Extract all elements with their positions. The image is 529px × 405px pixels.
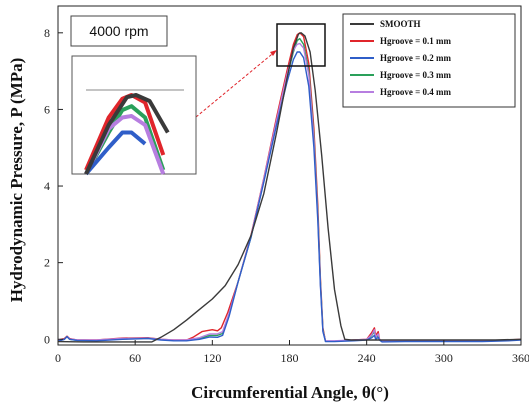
inset-series-line-2: [84, 130, 147, 176]
series-line-2: [57, 51, 522, 343]
y-axis-title: Hydrodynamic Pressure, P (MPa): [7, 58, 26, 303]
x-tick-label: 240: [358, 351, 376, 365]
legend-label: Hgroove = 0.1 mm: [380, 36, 451, 46]
x-tick-label: 180: [281, 351, 299, 365]
zoom-arrow: [195, 49, 278, 118]
legend-label: SMOOTH: [380, 19, 421, 29]
x-tick-label: 60: [129, 351, 141, 365]
annotation-rpm: 4000 rpm: [89, 23, 148, 39]
y-tick-label: 4: [44, 179, 50, 193]
legend-label: Hgroove = 0.2 mm: [380, 53, 451, 63]
legend-label: Hgroove = 0.4 mm: [380, 87, 451, 97]
y-tick-label: 6: [44, 102, 50, 116]
axes: 0 60 120 180 240 300 360 0 2 4 6 8: [44, 5, 529, 365]
series-line-0: [57, 32, 522, 343]
x-axis-title: Circumferential Angle, θ(°): [191, 383, 389, 402]
zoom-arrow-head: [270, 50, 277, 56]
x-tick-label: 360: [512, 351, 529, 365]
x-tick-label: 120: [203, 351, 221, 365]
legend: SMOOTH Hgroove = 0.1 mm Hgroove = 0.2 mm Hg…: [342, 13, 516, 108]
annotation-box: [70, 15, 168, 47]
y-tick-label: 0: [44, 332, 50, 346]
x-tick-label: 300: [435, 351, 453, 365]
plot-area: [57, 32, 522, 343]
x-tick-label: 0: [55, 351, 61, 365]
inset-series-line-0: [84, 93, 170, 175]
y-tick-label: 2: [44, 256, 50, 270]
inset-curves: [84, 93, 170, 176]
zoom-region-box: [276, 23, 326, 67]
y-tick-label: 8: [44, 26, 50, 40]
zoom-inset: [71, 55, 197, 176]
legend-label: Hgroove = 0.3 mm: [380, 70, 451, 80]
